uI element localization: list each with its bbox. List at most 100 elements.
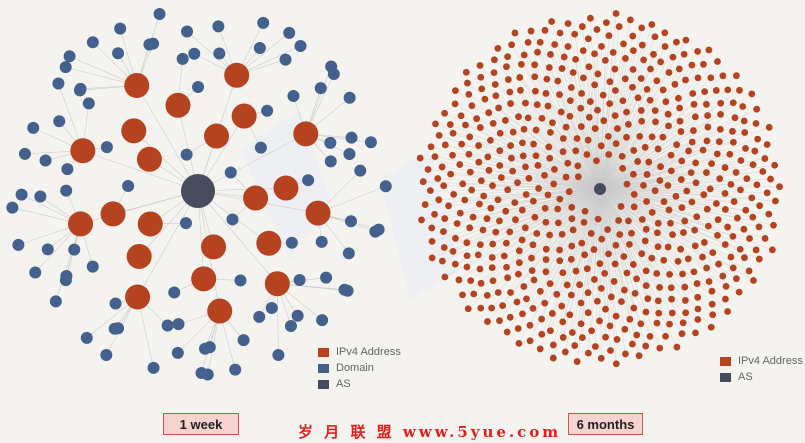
ipv4-node (534, 48, 541, 56)
ipv4-node (577, 104, 585, 112)
edge-line (599, 77, 699, 190)
edge-line (552, 188, 601, 314)
domain-node (114, 22, 127, 35)
edge-line (599, 90, 740, 190)
domain-node (147, 361, 160, 374)
ipv4-node (449, 151, 456, 159)
ipv4-node (515, 113, 522, 121)
ipv4-node (665, 206, 673, 214)
ipv4-node (573, 358, 581, 365)
legend-label: AS (336, 378, 351, 390)
domain-node (302, 174, 315, 187)
ipv4-node (677, 245, 685, 253)
ipv4-node (730, 198, 738, 205)
edge-line (599, 188, 642, 324)
ipv4-node (529, 197, 537, 205)
ipv4-node (503, 63, 510, 71)
edge-line (599, 64, 704, 190)
ipv4-node (729, 138, 737, 146)
ipv4-node (191, 266, 217, 292)
ipv4-node (451, 260, 459, 268)
ipv4-node (594, 215, 602, 223)
edge-line (599, 46, 602, 190)
ipv4-node (519, 139, 526, 147)
ipv4-node (650, 50, 657, 58)
ipv4-node (464, 79, 471, 87)
ipv4-node (231, 103, 257, 129)
edge-line (599, 188, 646, 347)
ipv4-node (496, 129, 504, 137)
ipv4-node (692, 179, 700, 187)
ipv4-node (653, 319, 661, 327)
ipv4-node (516, 74, 524, 81)
ipv4-node (492, 92, 500, 100)
ipv4-node (571, 342, 579, 349)
ipv4-node (532, 87, 539, 95)
ipv4-node (719, 72, 727, 80)
ipv4-node (584, 289, 592, 297)
edge-line (599, 188, 732, 258)
ipv4-node (752, 120, 760, 127)
domain-node (265, 302, 278, 315)
ipv4-node (678, 204, 686, 212)
ipv4-node (567, 291, 575, 299)
ipv4-node (705, 278, 713, 285)
ipv4-node (528, 267, 536, 274)
edge-line (599, 50, 634, 190)
ipv4-node (683, 187, 691, 195)
ipv4-node (207, 298, 233, 324)
edge-line (480, 77, 601, 190)
ipv4-node (574, 162, 582, 170)
ipv4-node (564, 159, 572, 167)
domain-node (327, 68, 340, 81)
ipv4-node (502, 116, 509, 124)
ipv4-node (435, 131, 443, 139)
ipv4-node (531, 61, 539, 69)
ipv4-node (651, 187, 659, 195)
ipv4-node (566, 97, 574, 104)
ipv4-node (675, 65, 683, 73)
edge-line (510, 188, 601, 293)
domain-node (39, 154, 52, 167)
ipv4-node (688, 198, 696, 206)
edge-line (599, 188, 660, 288)
edge-line (599, 188, 689, 259)
ipv4-node (484, 153, 492, 161)
ipv4-node (628, 229, 635, 237)
network-graph-1-week (6, 8, 392, 381)
edge-line (469, 188, 601, 228)
edge-line (599, 160, 741, 190)
ipv4-node (742, 145, 749, 152)
ipv4-node (549, 119, 556, 127)
edge-line (599, 149, 704, 190)
ipv4-node (568, 203, 576, 211)
ipv4-node (573, 135, 581, 142)
edge-line (55, 223, 81, 302)
ipv4-node (515, 247, 523, 255)
ipv4-node (772, 197, 779, 205)
ipv4-node (546, 280, 554, 288)
ipv4-node (721, 190, 729, 197)
ipv4-node (682, 309, 690, 317)
edge-line (599, 188, 626, 330)
ipv4-node (469, 213, 477, 221)
edge-line (583, 77, 601, 190)
ipv4-node (465, 90, 473, 98)
ipv4-node (643, 198, 651, 205)
ipv4-node (617, 203, 625, 210)
domain-node (52, 77, 65, 90)
ipv4-node (556, 91, 563, 98)
ipv4-node (741, 129, 749, 136)
ipv4-node (504, 274, 512, 282)
domain-node (324, 155, 337, 168)
ipv4-node (558, 302, 566, 310)
ipv4-node (504, 186, 512, 194)
ipv4-node (496, 162, 504, 169)
domain-node (342, 247, 355, 260)
legend-item-as: AS (720, 369, 803, 385)
ipv4-node (605, 132, 612, 140)
ipv4-node (478, 85, 486, 93)
ipv4-node (530, 276, 538, 284)
domain-node (283, 26, 296, 39)
domain-node (320, 271, 333, 284)
